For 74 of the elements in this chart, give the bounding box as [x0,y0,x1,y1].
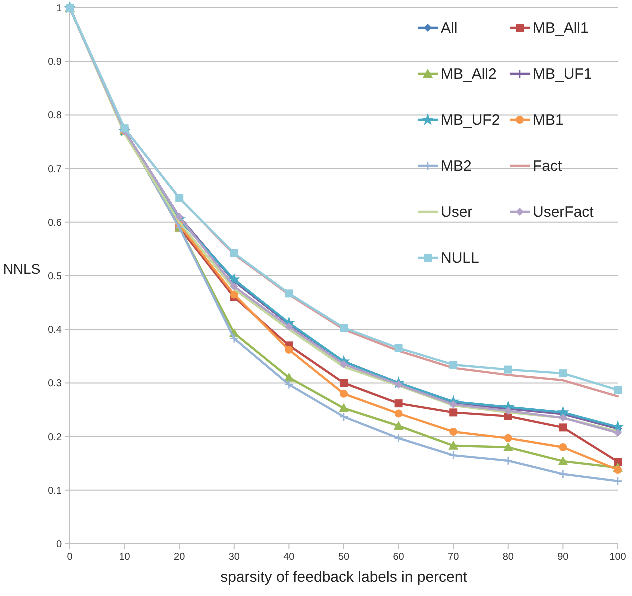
point [613,476,623,486]
point [394,421,404,430]
y-tick-label: 1 [56,4,62,14]
point [448,440,459,450]
point [503,442,514,452]
legend-label: MB_All2 [441,66,497,83]
point [230,249,238,258]
point [448,450,458,460]
y-tick-label: 0 [56,540,62,550]
point [340,324,348,332]
y-tick-label: 0.1 [48,486,62,497]
legend-label: MB_UF1 [533,66,592,83]
legend-label: User [441,204,473,221]
y-tick-label: 0.5 [48,272,62,282]
point [504,434,512,442]
x-tick-label: 50 [338,552,350,563]
x-tick-label: 30 [228,552,240,563]
point [614,466,622,474]
point [230,334,240,344]
legend-label: MB1 [533,112,564,129]
point [614,458,622,466]
point [394,344,403,352]
x-tick-label: 60 [393,552,405,563]
point [558,456,568,466]
point [284,380,294,390]
point [176,194,184,202]
y-tick-label: 0.4 [48,325,62,336]
point [230,290,238,299]
x-tick-label: 100 [610,552,627,563]
point [228,273,241,286]
point [285,290,294,298]
y-axis-title: NNLS [3,261,41,277]
x-tick-label: 90 [558,552,570,563]
point [394,410,403,418]
x-tick-label: 40 [284,552,296,563]
point [559,424,568,432]
point [285,346,294,354]
point [614,386,622,394]
y-tick-label: 0.6 [48,218,62,229]
point [339,403,349,412]
point [450,360,458,369]
point [559,444,568,452]
point [504,456,514,466]
x-tick-label: 10 [119,552,131,563]
legend-label: MB_UF2 [441,112,500,129]
x-tick-label: 80 [502,552,514,563]
x-tick-label: 20 [174,552,186,563]
point [504,366,512,374]
legend-label: UserFact [533,204,595,221]
point [504,407,512,416]
point [450,408,458,417]
point [394,400,403,408]
point [450,428,458,436]
legend-label: Fact [533,158,564,175]
point [394,434,404,444]
point [340,379,348,388]
y-tick-label: 0.9 [48,57,62,68]
y-tick-label: 0.3 [48,378,62,390]
x-tick-label: 70 [448,552,460,563]
legend-label: All [441,20,458,37]
point [559,414,568,422]
y-tick-label: 0.2 [48,432,62,444]
y-tick-label: 0.7 [48,164,62,176]
x-axis-title: sparsity of feedback labels in percent [220,569,468,586]
y-tick-label: 0.8 [48,110,62,122]
legend-label: NULL [441,250,480,267]
point [339,412,349,422]
point [558,470,568,479]
x-tick-label: 0 [67,552,74,563]
point [559,370,568,378]
point [340,390,348,398]
point [230,282,238,291]
legend-label: MB_All1 [533,20,589,37]
legend-label: MB2 [441,158,472,175]
